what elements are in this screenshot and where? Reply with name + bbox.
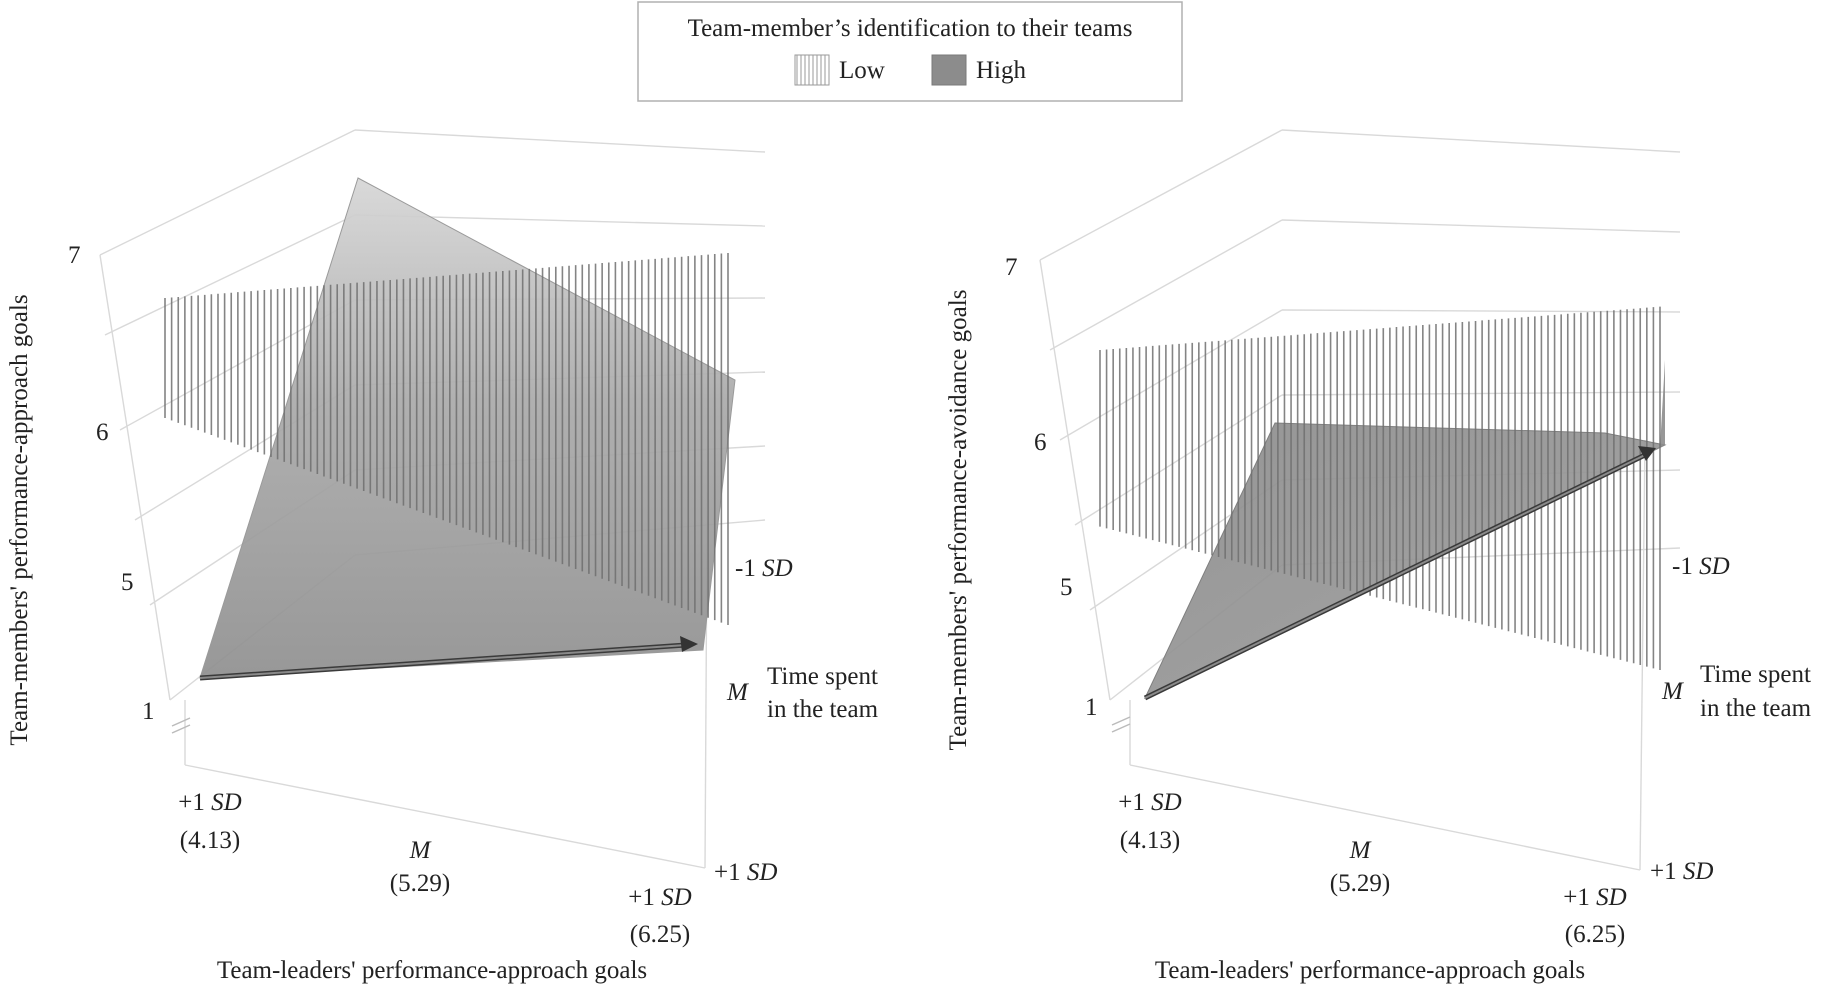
z-tick-1: 1	[142, 698, 155, 725]
chart-left-z-axis: 7 6 5 1	[68, 242, 191, 734]
legend-title: Team-member’s identification to their te…	[688, 15, 1133, 42]
z-tick-1: 1	[1085, 694, 1098, 721]
depth-tick-mean: M	[1661, 678, 1684, 705]
x-tick-low: +1 SD (4.13)	[178, 789, 241, 854]
legend: Team-member’s identification to their te…	[637, 1, 1183, 102]
z-tick-5: 5	[121, 569, 134, 596]
chart-left-time-arrow	[199, 636, 698, 681]
chart-left-x-axis: +1 SD (4.13) M (5.29) +1 SD (6.25)	[178, 789, 691, 948]
legend-box	[637, 1, 1183, 102]
x-tick-high: +1 SD (6.25)	[1563, 884, 1626, 948]
x-tick-mean: M (5.29)	[390, 837, 450, 897]
chart-right-time-arrow	[1143, 446, 1656, 701]
depth-tick-minus1sd: -1 SD	[735, 555, 793, 582]
z-tick-6: 6	[1034, 429, 1047, 456]
depth-axis-label: Time spent in the team	[767, 663, 884, 723]
depth-tick-plus1sd: +1 SD	[1650, 858, 1713, 885]
legend-label-high: High	[976, 57, 1027, 84]
depth-axis-label: Time spent in the team	[1700, 661, 1817, 722]
chart-right: 7 6 5 1 -1 SD M +1 SD Time spent in the …	[945, 129, 1817, 984]
z-tick-5: 5	[1060, 574, 1073, 601]
legend-swatch-low	[794, 54, 830, 86]
depth-tick-minus1sd: -1 SD	[1672, 553, 1730, 580]
z-tick-6: 6	[96, 419, 109, 446]
legend-label-low: Low	[839, 57, 885, 84]
legend-swatch-high	[931, 54, 967, 86]
x-tick-low: +1 SD (4.13)	[1118, 789, 1181, 854]
z-tick-7: 7	[68, 242, 81, 269]
z-tick-7: 7	[1005, 254, 1018, 281]
x-tick-high: +1 SD (6.25)	[628, 884, 691, 948]
x-tick-mean: M (5.29)	[1330, 837, 1390, 897]
chart-left-surface-low	[164, 253, 729, 625]
depth-tick-plus1sd: +1 SD	[714, 859, 777, 886]
chart-right-z-axis: 7 6 5 1	[1005, 254, 1131, 733]
depth-tick-mean: M	[726, 679, 749, 706]
chart-right-depth-axis: -1 SD M +1 SD Time spent in the team	[1650, 553, 1817, 885]
chart-left-xlabel: Team-leaders' performance-approach goals	[217, 957, 647, 984]
chart-left-depth-axis: -1 SD M +1 SD Time spent in the team	[714, 555, 884, 886]
chart-right-ylabel: Team-members' performance-avoidance goal…	[945, 290, 972, 751]
chart-right-xlabel: Team-leaders' performance-approach goals	[1155, 957, 1585, 984]
chart-right-x-axis: +1 SD (4.13) M (5.29) +1 SD (6.25)	[1118, 789, 1626, 948]
chart-right-surface-low	[1099, 306, 1661, 670]
chart-left: 7 6 5 1 -1 SD M +1 SD Time spent in the …	[6, 129, 884, 984]
chart-left-ylabel: Team-members' performance-approach goals	[6, 294, 33, 745]
